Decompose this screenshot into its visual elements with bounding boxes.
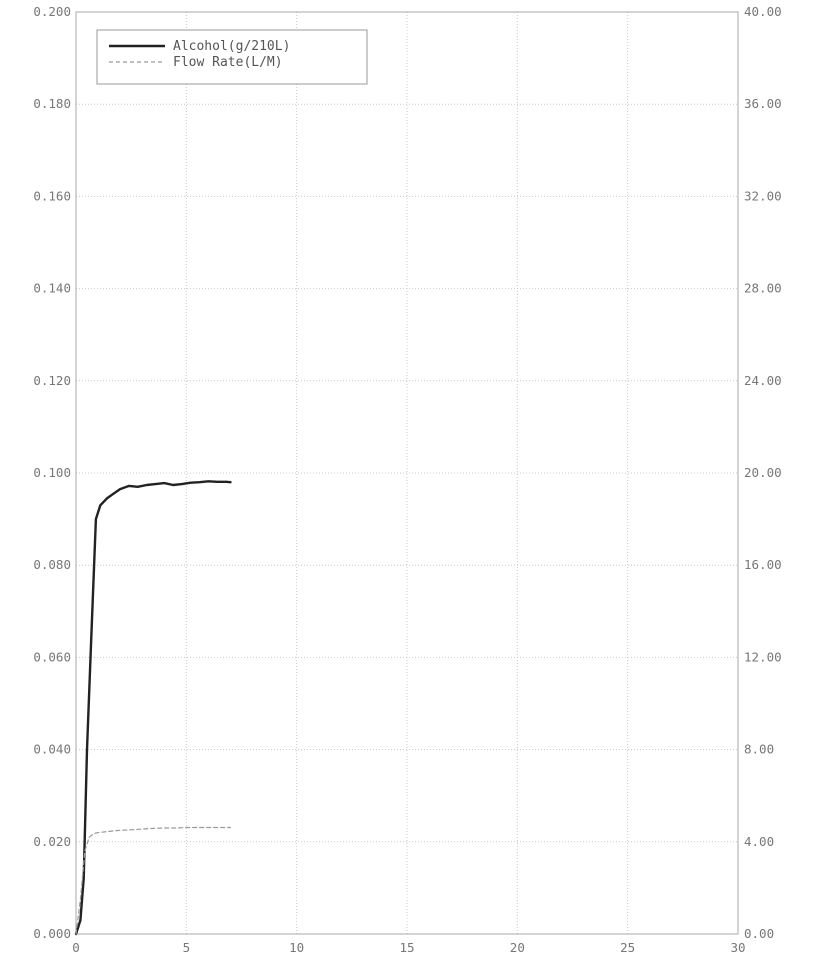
y-tick-label: 0.120 (33, 373, 71, 388)
y-tick-label: 0.140 (33, 281, 71, 296)
y2-tick-label: 36.00 (744, 96, 782, 111)
y-tick-label: 0.160 (33, 188, 71, 203)
y-tick-label: 0.020 (33, 834, 71, 849)
y2-tick-label: 8.00 (744, 742, 774, 757)
y2-tick-label: 24.00 (744, 373, 782, 388)
y-tick-label: 0.040 (33, 742, 71, 757)
legend: Alcohol(g/210L)Flow Rate(L/M) (96, 29, 368, 85)
x-tick-label: 0 (72, 940, 80, 955)
x-tick-label: 10 (289, 940, 304, 955)
y2-tick-label: 40.00 (744, 4, 782, 19)
y-tick-label: 0.000 (33, 926, 71, 941)
series-layer (74, 480, 232, 936)
grid-layer (76, 12, 738, 934)
legend-flow-rate-label: Flow Rate(L/M) (173, 55, 283, 70)
y-tick-label: 0.200 (33, 4, 71, 19)
y-tick-label: 0.180 (33, 96, 71, 111)
y2-tick-label: 12.00 (744, 649, 782, 664)
y-tick-label: 0.080 (33, 557, 71, 572)
x-tick-label: 15 (399, 940, 414, 955)
y2-tick-label: 16.00 (744, 557, 782, 572)
x-tick-label: 5 (183, 940, 191, 955)
y-tick-label: 0.060 (33, 649, 71, 664)
x-tick-label: 20 (510, 940, 525, 955)
tick-labels: 0.0000.0200.0400.0600.0800.1000.1200.140… (33, 4, 781, 955)
y2-tick-label: 0.00 (744, 926, 774, 941)
legend-alcohol-label: Alcohol(g/210L) (173, 39, 290, 54)
flow-rate-series-line (75, 826, 232, 935)
y2-tick-label: 4.00 (744, 834, 774, 849)
y2-tick-label: 20.00 (744, 465, 782, 480)
legend-box (96, 29, 368, 85)
x-tick-label: 25 (620, 940, 635, 955)
y-tick-label: 0.100 (33, 465, 71, 480)
y2-tick-label: 28.00 (744, 281, 782, 296)
plot-frame (75, 11, 739, 935)
x-tick-label: 30 (730, 940, 745, 955)
y2-tick-label: 32.00 (744, 188, 782, 203)
alcohol-series-line (74, 480, 232, 936)
